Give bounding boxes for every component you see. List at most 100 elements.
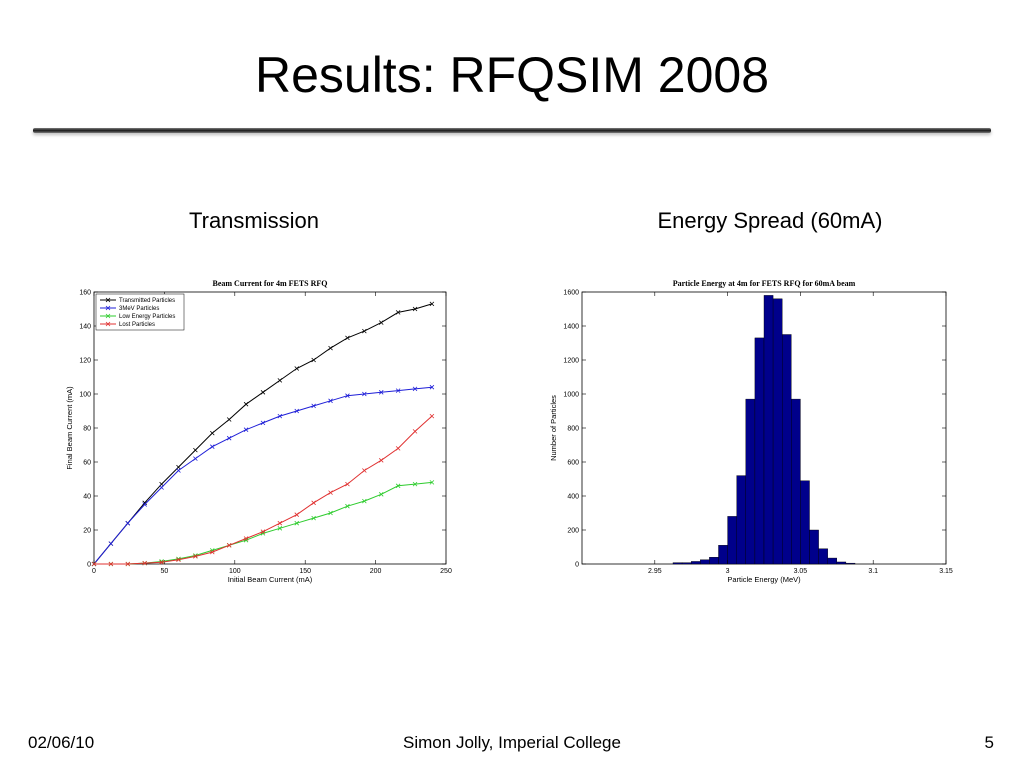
data-point [412, 481, 418, 487]
y-axis-label: Final Beam Current (mA) [65, 386, 74, 470]
data-point [260, 390, 266, 395]
histogram-bar [809, 529, 819, 565]
data-point [345, 335, 350, 341]
histogram-bar [681, 562, 692, 565]
data-point [378, 320, 384, 325]
footer-date: 02/06/10 [28, 733, 95, 752]
data-point [328, 398, 333, 404]
data-point [108, 541, 114, 546]
data-point [176, 468, 181, 473]
data-point [395, 446, 401, 451]
data-point [378, 492, 384, 497]
data-point [362, 391, 367, 397]
x-tick-label: 3.1 [868, 568, 878, 575]
data-point [142, 502, 147, 507]
histogram-bar [727, 516, 737, 565]
histogram-bar [800, 480, 810, 565]
y-tick-label: 0 [87, 562, 91, 569]
data-point [91, 561, 97, 567]
data-point [209, 444, 215, 449]
y-tick-label: 0 [575, 562, 579, 569]
data-point [142, 500, 147, 506]
legend-label: Low Energy Particles [119, 314, 175, 320]
data-point [345, 503, 350, 509]
energy-spread-caption: Energy Spread (60mA) [657, 208, 883, 233]
data-point [412, 386, 418, 392]
y-tick-label: 60 [83, 460, 91, 467]
histogram-bar [781, 334, 792, 565]
y-tick-label: 1600 [563, 290, 579, 297]
histogram-bar [718, 545, 728, 565]
data-point [294, 512, 300, 517]
data-point [260, 529, 266, 534]
x-axis-label: Initial Beam Current (mA) [228, 575, 313, 584]
data-point [362, 328, 367, 334]
histogram-bar [836, 561, 847, 565]
x-tick-label: 250 [440, 568, 452, 575]
data-point [328, 490, 333, 495]
data-point [378, 390, 384, 395]
y-tick-label: 80 [83, 426, 91, 433]
data-point [176, 557, 181, 563]
data-point [311, 403, 316, 409]
data-point [362, 498, 367, 504]
y-tick-label: 160 [79, 290, 91, 297]
y-tick-label: 1400 [563, 324, 579, 331]
data-point [125, 561, 131, 567]
legend-marker [105, 321, 111, 327]
histogram-bar [772, 298, 783, 565]
y-axis-label: Number of Particles [549, 395, 558, 461]
title-divider [33, 128, 991, 133]
histogram-bar [700, 559, 710, 565]
data-point [226, 417, 232, 422]
x-tick-label: 150 [299, 568, 311, 575]
x-tick-label: 3 [726, 568, 730, 575]
y-tick-label: 600 [567, 460, 579, 467]
data-point [193, 447, 198, 453]
data-point [176, 464, 181, 470]
data-point [260, 420, 266, 426]
data-point [125, 520, 131, 526]
slide-title: Results: RFQSIM 2008 [254, 47, 770, 103]
histogram-bar [709, 557, 719, 565]
y-tick-label: 20 [83, 528, 91, 535]
x-tick-label: 3.05 [794, 568, 808, 575]
data-point [311, 515, 316, 521]
data-point [193, 554, 198, 559]
legend-marker [105, 305, 111, 311]
histogram-bar [754, 337, 765, 565]
data-point [108, 561, 114, 567]
legend-marker [105, 297, 111, 303]
x-tick-label: 2.95 [648, 568, 662, 575]
histogram-bar [763, 295, 774, 565]
histogram-bar [818, 548, 828, 565]
data-point [159, 560, 164, 565]
particle-energy-histogram: Particle Energy at 4m for FETS RFQ for 6… [549, 279, 953, 584]
data-point [277, 378, 283, 383]
data-point [159, 485, 164, 490]
data-point [345, 481, 350, 487]
data-point [159, 481, 164, 487]
y-tick-label: 800 [567, 426, 579, 433]
data-point [209, 430, 215, 436]
y-tick-label: 400 [567, 494, 579, 501]
y-tick-label: 200 [567, 528, 579, 535]
data-point [277, 413, 283, 419]
x-tick-label: 200 [370, 568, 382, 575]
footer-page-number: 5 [984, 733, 994, 752]
data-point [395, 388, 401, 393]
legend-label: 3MeV Particles [119, 306, 159, 312]
data-point [243, 536, 249, 541]
data-point [429, 301, 435, 307]
x-tick-label: 0 [92, 568, 96, 575]
histogram-bar [791, 398, 801, 565]
histogram-bar [690, 561, 701, 565]
data-point [277, 526, 283, 531]
data-point [209, 549, 215, 555]
data-point [294, 520, 300, 526]
histogram-bar [845, 562, 856, 565]
legend-label: Lost Particles [119, 322, 155, 328]
histogram-bar [672, 562, 683, 565]
histogram-bar [827, 557, 838, 565]
